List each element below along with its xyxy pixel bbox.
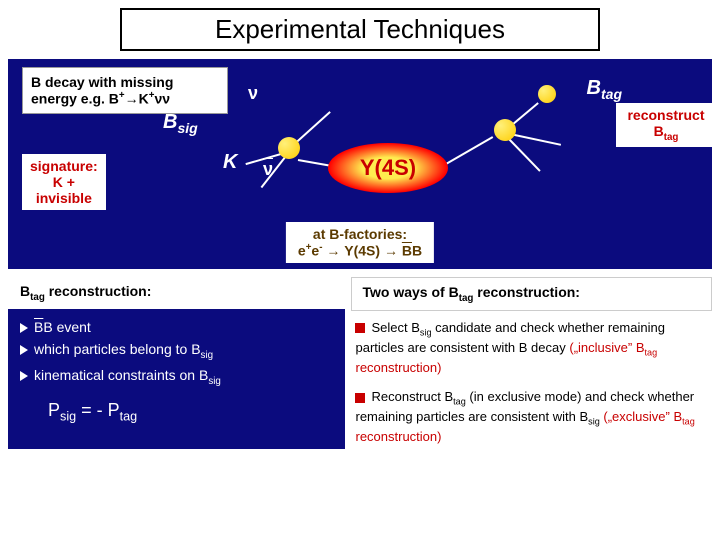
reconstruct-l2-sub: tag: [664, 132, 679, 143]
right-p1: Select Bsig candidate and check whether …: [351, 311, 712, 380]
square-icon-1: [355, 323, 365, 333]
factories-l1: at B-factories:: [298, 226, 422, 242]
decay-line2b: →K: [125, 91, 149, 107]
psig-eq: Psig = - Ptag: [48, 400, 333, 424]
btag-label: Btag: [587, 77, 622, 102]
p2a: Reconstruct B: [371, 389, 453, 404]
p1a: Select B: [371, 320, 419, 335]
ptag-sub: tag: [120, 410, 138, 424]
square-icon-2: [355, 393, 365, 403]
arrow-icon-3: [20, 371, 28, 381]
signature-l2: K +: [30, 174, 98, 190]
left-h-b: reconstruction:: [45, 283, 152, 299]
nu-label: ν: [248, 83, 258, 104]
psig-sub: sig: [60, 410, 76, 424]
btag-sub: tag: [601, 86, 622, 102]
b2-sub: sig: [201, 350, 214, 361]
line-tag-2: [510, 133, 561, 146]
signature-l1: signature:: [30, 158, 98, 174]
left-header: Btag reconstruction:: [8, 277, 345, 309]
p2d: reconstruction): [355, 429, 441, 444]
p2c: („exclusive” B: [600, 409, 682, 424]
fac-e1: e: [298, 243, 306, 259]
right-column: Two ways of Btag reconstruction: Select …: [351, 277, 712, 449]
vertex-small-icon: [538, 85, 556, 103]
vertex-btag-icon: [494, 119, 516, 141]
psig-eqs: = - P: [76, 400, 120, 420]
decay-line1: B decay with missing: [31, 74, 219, 90]
b1-text: B event: [43, 319, 90, 335]
signature-l3: invisible: [30, 190, 98, 206]
left-h-sub: tag: [30, 292, 45, 303]
p2s3: tag: [682, 417, 695, 427]
bullet-2: which particles belong to Bsig: [20, 341, 333, 361]
bullet-1: BB event: [20, 319, 333, 335]
p1c: („inclusive” B: [569, 340, 644, 355]
p1d: reconstruction): [355, 360, 441, 375]
bullet-3: kinematical constraints on Bsig: [20, 367, 333, 387]
right-p2: Reconstruct Btag (in exclusive mode) and…: [351, 380, 712, 449]
left-h-a: B: [20, 283, 30, 299]
reconstruct-l2: B: [654, 123, 664, 139]
p2s1: tag: [453, 397, 466, 407]
b3-text: kinematical constraints on B: [34, 367, 208, 383]
decay-box: B decay with missing energy e.g. B+→K+νν: [22, 67, 228, 114]
btag-b: B: [587, 77, 601, 99]
factories-box: at B-factories: e+e- → Υ(4S) → BB: [286, 222, 434, 263]
fac-b: B: [412, 243, 422, 259]
page-title: Experimental Techniques: [122, 14, 598, 45]
title-box: Experimental Techniques: [120, 8, 600, 51]
bsig-sub: sig: [177, 120, 197, 136]
rh-sub: tag: [459, 293, 474, 304]
right-header: Two ways of Btag reconstruction:: [351, 277, 712, 311]
fac-bbar: B: [402, 243, 412, 259]
k-label: K: [223, 151, 237, 174]
p1s1: sig: [420, 327, 432, 337]
decay-line2c: νν: [155, 91, 171, 107]
left-column: Btag reconstruction: BB event which part…: [8, 277, 345, 449]
reconstruct-l1: reconstruct: [624, 107, 708, 123]
factories-l2: e+e- → Υ(4S) → BB: [298, 242, 422, 259]
arrow-icon-2: [20, 345, 28, 355]
line-to-ups-r: [446, 136, 494, 165]
vertex-bsig-icon: [278, 137, 300, 159]
psig-p: P: [48, 400, 60, 420]
bbar-1: B: [34, 319, 43, 335]
b2-text: which particles belong to B: [34, 341, 201, 357]
rh-a: Two ways of B: [362, 284, 458, 300]
bsig-b: B: [163, 111, 177, 133]
bsig-label: Bsig: [163, 111, 198, 136]
reconstruct-box: reconstruct Btag: [616, 103, 716, 147]
p1s2: tag: [645, 347, 658, 357]
signature-box: signature: K + invisible: [22, 154, 106, 210]
fac-arrow: → Υ(4S) →: [322, 243, 401, 259]
arrow-icon: [20, 323, 28, 333]
diagram-area: B decay with missing energy e.g. B+→K+νν…: [8, 59, 712, 269]
upsilon-text: Υ(4S): [360, 155, 416, 181]
line-tag-3: [507, 137, 540, 171]
decay-line2a: energy e.g. B: [31, 91, 119, 107]
upsilon-box: Υ(4S): [328, 143, 448, 193]
bottom-area: Btag reconstruction: BB event which part…: [8, 277, 712, 449]
p2s2: sig: [588, 417, 600, 427]
b3-sub: sig: [208, 375, 221, 386]
rh-b: reconstruction:: [473, 284, 580, 300]
